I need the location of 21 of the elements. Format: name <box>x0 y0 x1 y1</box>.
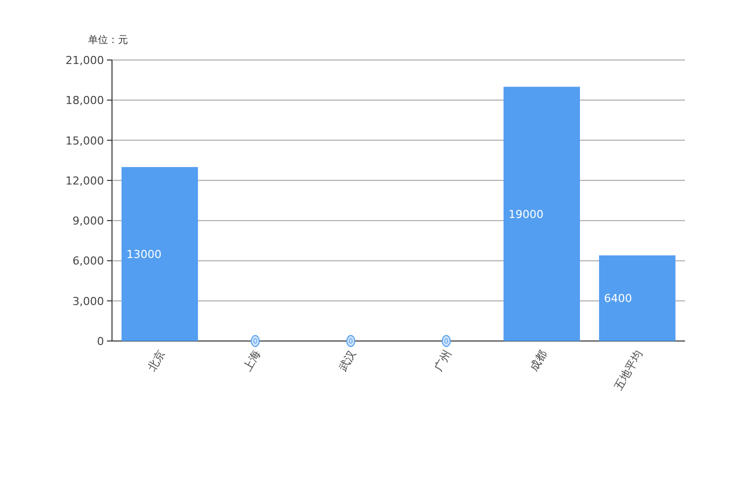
bar <box>599 255 676 341</box>
y-axis-title: 单位：元 <box>88 34 128 46</box>
bar <box>122 167 198 341</box>
y-tick-label: 15,000 <box>66 134 104 148</box>
y-tick-label: 3,000 <box>72 294 104 308</box>
x-tick-label: 武汉 <box>336 348 358 374</box>
y-tick-label: 18,000 <box>66 94 104 108</box>
y-tick-label: 9,000 <box>72 214 104 228</box>
data-label: 6400 <box>604 292 632 306</box>
y-tick-label: 21,000 <box>66 54 104 67</box>
bar <box>504 86 580 341</box>
x-tick-label: 成都 <box>527 348 550 374</box>
y-tick-label: 6,000 <box>72 254 104 268</box>
x-tick-label: 上海 <box>240 348 263 374</box>
x-tick-label: 五地平均 <box>612 348 645 393</box>
x-tick-label: 北京 <box>145 348 168 374</box>
data-label: 19000 <box>508 208 544 221</box>
y-tick-label: 12,000 <box>66 174 104 188</box>
x-tick-label: 广州 <box>432 348 454 374</box>
data-label: 13000 <box>126 248 162 262</box>
y-tick-label: 0 <box>97 335 104 348</box>
